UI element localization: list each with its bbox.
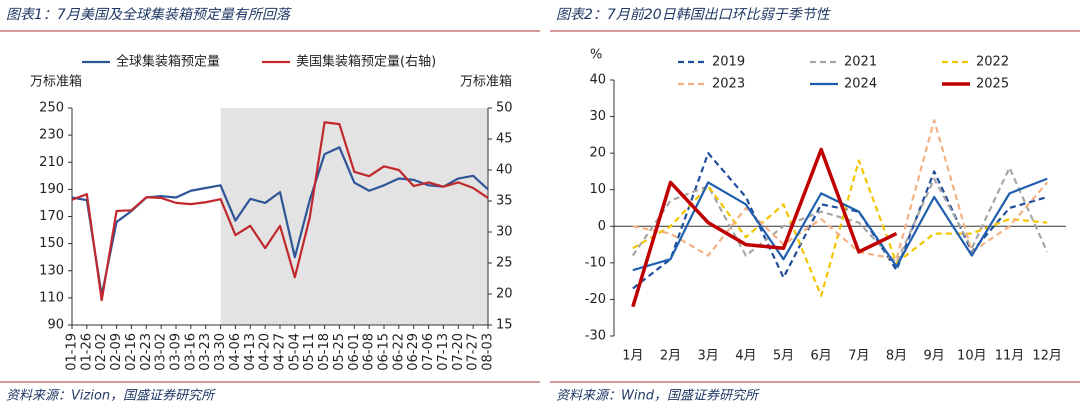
y-tick-label: 30	[589, 109, 606, 124]
x-tick-label: 07-06	[421, 333, 436, 371]
y-tick-label: -20	[585, 292, 606, 307]
y-axis-label: 万标准箱	[30, 74, 82, 90]
y2-tick-label: 20	[496, 287, 513, 302]
legend-label: 2024	[844, 77, 877, 92]
y-tick-label: 90	[47, 318, 64, 333]
source-note: 资料来源：Wind，国盛证券研究所	[556, 388, 760, 404]
series-line	[631, 166, 1049, 264]
shaded-region	[220, 108, 489, 325]
legend-label: 美国集装箱预定量(右轴)	[296, 54, 436, 70]
x-tick-label: 04-06	[228, 333, 243, 371]
y2-tick-label: 15	[496, 318, 513, 333]
y-tick-label: 250	[39, 101, 64, 116]
x-tick-label: 08-03	[481, 333, 496, 371]
series-line	[632, 159, 1048, 297]
y-tick-label: -10	[585, 255, 606, 270]
x-tick-label: 02-09	[109, 333, 124, 371]
x-tick-label: 07-13	[436, 333, 451, 371]
y2-tick-label: 50	[496, 101, 513, 116]
legend-label: 全球集装箱预定量	[116, 54, 220, 70]
y2-tick-label: 40	[496, 163, 513, 178]
series-line	[71, 121, 489, 302]
x-tick-label: 05-04	[287, 333, 302, 371]
y2-axis-label: 万标准箱	[460, 74, 512, 90]
y-tick-label: 10	[589, 182, 606, 197]
source-note: 资料来源：Vizion，国盛证券研究所	[6, 388, 216, 404]
legend-label: 2025	[976, 77, 1009, 92]
x-tick-label: 06-15	[377, 333, 392, 371]
x-tick-label: 02-23	[139, 333, 154, 371]
y-tick-label: 150	[39, 236, 64, 251]
y-tick-label: 210	[39, 155, 64, 170]
y-tick-label: 0	[598, 219, 606, 234]
x-tick-label: 06-22	[391, 333, 406, 371]
x-tick-label: 3月	[698, 349, 719, 364]
x-tick-label: 2月	[660, 349, 681, 364]
series-line	[631, 147, 898, 308]
x-tick-label: 6月	[811, 349, 832, 364]
x-tick-label: 06-08	[362, 333, 377, 371]
x-tick-label: 04-13	[243, 333, 258, 371]
x-tick-label: 07-27	[466, 333, 481, 371]
x-tick-label: 02-16	[124, 333, 139, 371]
x-tick-label: 7月	[848, 349, 869, 364]
x-tick-label: 9月	[924, 349, 945, 364]
y-tick-label: 130	[39, 263, 64, 278]
x-tick-label: 05-11	[302, 333, 317, 371]
x-tick-label: 1月	[622, 349, 643, 364]
legend-label: 2022	[976, 55, 1009, 70]
x-tick-label: 01-26	[79, 333, 94, 371]
series-line	[632, 119, 1049, 261]
x-tick-label: 06-01	[347, 333, 362, 371]
y-tick-label: 110	[39, 290, 64, 305]
y2-tick-label: 35	[496, 194, 513, 209]
legend-label: 2023	[712, 77, 745, 92]
y-tick-label: -30	[585, 329, 606, 344]
chart-title: 图表1：7月美国及全球集装箱预定量有所回落	[6, 7, 292, 23]
x-tick-label: 03-30	[213, 333, 228, 371]
x-tick-label: 03-09	[169, 333, 184, 371]
x-tick-label: 07-20	[451, 333, 466, 371]
legend-label: 2019	[712, 55, 745, 70]
y-tick-label: 20	[589, 146, 606, 161]
x-tick-label: 8月	[886, 349, 907, 364]
x-tick-label: 03-16	[183, 333, 198, 371]
x-tick-label: 06-29	[406, 333, 421, 371]
y2-tick-label: 45	[496, 132, 513, 147]
x-tick-label: 04-27	[273, 333, 288, 371]
legend-label: 2021	[844, 55, 877, 70]
y-tick-label: 170	[39, 209, 64, 224]
y2-tick-label: 25	[496, 256, 513, 271]
chart-title: 图表2：7月前20日韩国出口环比弱于季节性	[556, 7, 832, 23]
x-tick-label: 4月	[735, 349, 756, 364]
x-tick-label: 03-02	[154, 333, 169, 371]
x-tick-label: 05-25	[332, 333, 347, 371]
x-tick-label: 01-19	[65, 333, 80, 371]
y-tick-label: 40	[589, 73, 606, 88]
x-tick-label: 10月	[957, 349, 987, 364]
x-tick-label: 03-23	[198, 333, 213, 371]
x-tick-label: 04-20	[258, 333, 273, 371]
x-tick-label: 5月	[773, 349, 794, 364]
y-tick-label: 230	[39, 128, 64, 143]
x-tick-label: 05-18	[317, 333, 332, 371]
y-axis-label: %	[590, 48, 602, 63]
y2-tick-label: 30	[496, 225, 513, 240]
x-tick-label: 11月	[995, 349, 1025, 364]
x-tick-label: 12月	[1032, 349, 1062, 364]
x-tick-label: 02-02	[94, 333, 109, 371]
y-tick-label: 190	[39, 182, 64, 197]
